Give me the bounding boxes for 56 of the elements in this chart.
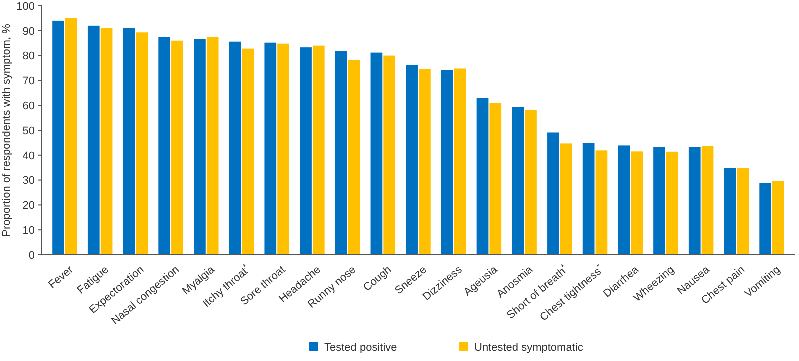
bar [525,110,537,255]
bar [194,39,206,255]
bar [760,183,772,255]
y-tick-label: 30 [22,175,35,188]
bar [596,150,608,255]
bar [172,40,184,255]
bar [123,28,136,255]
bar [278,44,290,255]
bar [348,60,360,255]
bar [548,132,560,255]
bar [666,152,678,255]
bar [264,42,277,255]
bar [52,20,64,255]
bar [158,37,171,255]
bar [100,28,113,255]
legend-label: Tested positive [324,342,398,354]
bar [737,168,750,255]
bar [136,32,148,255]
bar [441,70,454,255]
bar [476,98,489,255]
bar [300,48,312,255]
y-tick-label: 70 [22,76,35,88]
bar [406,65,418,255]
bar [688,147,701,255]
bar [724,168,736,255]
y-tick-label: 50 [22,125,35,138]
bar [560,144,572,255]
bar [384,56,396,255]
bar [335,51,348,255]
bar [242,48,254,255]
bar [631,152,643,255]
bar [582,143,595,255]
y-tick-label: 10 [22,224,35,237]
bar [370,52,383,255]
y-tick-label: 40 [22,150,35,162]
bar [702,146,714,255]
bar [618,146,630,255]
bar [454,68,466,255]
y-tick-label: 0 [28,250,35,262]
y-axis-title: Proportion of respondents with symptom, % [1,24,13,237]
bar [65,18,78,255]
y-tick-label: 20 [22,200,35,212]
bar [88,26,100,255]
bar [229,42,242,255]
bar [419,68,431,255]
y-tick-label: 60 [22,100,35,112]
bar [490,103,502,255]
bar [772,181,784,255]
bar [654,147,666,255]
y-tick-label: 90 [22,26,35,38]
bar [312,46,325,255]
legend-label: Untested symptomatic [474,342,584,354]
bar [206,37,219,255]
y-tick-label: 100 [16,0,35,13]
y-tick-label: 80 [22,50,35,63]
bar [512,107,524,255]
